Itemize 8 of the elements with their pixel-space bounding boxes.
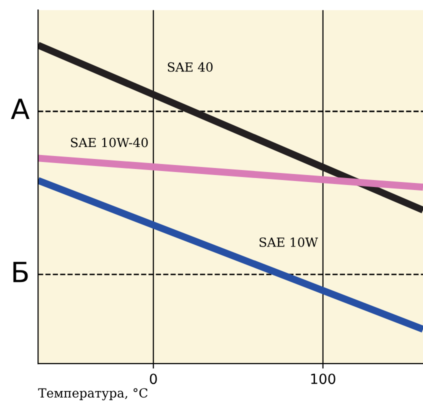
series-label: SAE 10W <box>260 237 318 247</box>
x-axis-title: Температура, °C <box>38 388 148 400</box>
series-label: SAE 10W-40 <box>71 138 148 148</box>
x-tick-label: 0 <box>150 374 157 384</box>
ref-line-label: А <box>10 98 30 120</box>
ref-line-label: Б <box>13 262 28 282</box>
x-tick-label: 100 <box>311 374 336 384</box>
text: SAE 40 <box>168 62 213 72</box>
